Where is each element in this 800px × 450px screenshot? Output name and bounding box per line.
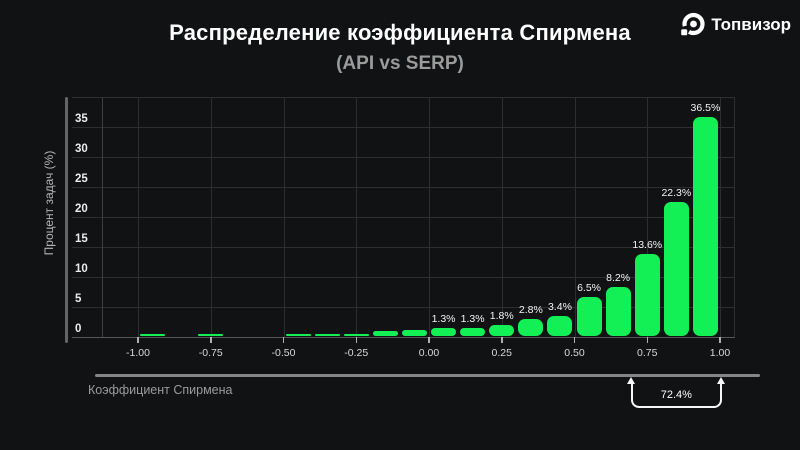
bar-value-label: 6.5%: [577, 282, 602, 294]
x-gridline: [283, 97, 285, 337]
x-gridline: [720, 97, 721, 337]
x-axis-title: Коэффициент Спирмена: [88, 383, 233, 397]
chart-title: Распределение коэффициента Спирмена: [169, 20, 631, 45]
y-gridline: [72, 247, 735, 248]
y-gridline: [72, 307, 735, 308]
x-tick-label: 0.50: [564, 347, 585, 359]
histogram-bar: [692, 117, 718, 336]
y-gridline: [72, 127, 735, 128]
x-tick-label: 0.00: [418, 347, 440, 359]
histogram-bar: [460, 328, 486, 336]
x-tick-label: -0.25: [344, 347, 369, 359]
x-tick-mark: [210, 337, 212, 343]
histogram-bar: [198, 333, 224, 336]
y-tick-label: 30: [75, 143, 88, 155]
chart-subtitle: (API vs SERP): [336, 53, 464, 74]
x-gridline: [501, 97, 503, 337]
up-arrow-icon: [627, 377, 636, 384]
histogram-bar: [634, 254, 660, 336]
histogram-bar: [140, 333, 166, 336]
y-tick-label: 25: [75, 173, 88, 185]
histogram-bar: [314, 333, 340, 336]
plot-top-border: [72, 97, 735, 98]
y-axis-line: [65, 97, 68, 343]
brand-logo: Топвизор: [680, 12, 791, 38]
plot-left-border: [102, 97, 103, 337]
annotation-bracket: 72.4%: [627, 377, 726, 408]
bar-value-label: 2.8%: [518, 304, 543, 317]
x-tick-label: -0.50: [271, 347, 296, 359]
x-tick-mark: [428, 337, 430, 343]
bar-value-label: 8.2%: [606, 271, 631, 284]
y-tick-label: 35: [75, 113, 88, 125]
x-tick-mark: [355, 337, 357, 343]
y-axis-title: Процент задач (%): [42, 150, 56, 256]
x-gridline: [647, 97, 649, 337]
x-tick-label: -0.75: [198, 347, 223, 359]
y-gridline: [72, 187, 735, 188]
x-tick-mark: [719, 337, 721, 343]
histogram-bar: [518, 319, 544, 336]
y-tick-label: 10: [75, 263, 88, 275]
bar-value-label: 3.4%: [547, 300, 572, 313]
histogram-bar: [285, 333, 311, 336]
x-gridline: [429, 97, 430, 337]
bar-value-label: 1.3%: [460, 313, 485, 326]
x-gridline: [356, 97, 358, 337]
bar-value-label: 13.6%: [632, 239, 663, 252]
histogram-bar: [431, 328, 457, 336]
histogram-bar: [489, 325, 515, 336]
histogram-bar: [401, 330, 427, 336]
x-gridline: [138, 97, 139, 337]
histogram-bar: [372, 330, 398, 336]
x-tick-label: 0.75: [637, 347, 658, 359]
x-gridline: [574, 97, 576, 337]
x-tick-mark: [137, 337, 139, 343]
x-tick-mark: [282, 337, 285, 343]
plot-area: 0 5 10 15 20 25 30 35 1.3% 1.3% 1.8% 2.8% 3.4% 6.5% 8.…: [72, 97, 735, 338]
annotation-label: 72.4%: [660, 389, 692, 401]
y-tick-label: 20: [75, 203, 88, 215]
y-gridline: [72, 277, 735, 278]
histogram-bar: [605, 286, 631, 336]
y-tick-label: 0: [75, 323, 82, 335]
brand-name: Топвизор: [711, 15, 791, 34]
x-tick-mark: [573, 337, 576, 343]
histogram-bar: [547, 315, 573, 336]
x-axis-separator-line: [95, 374, 760, 377]
topvisor-logo-icon: [681, 12, 705, 36]
x-gridline: [210, 97, 212, 337]
histogram-bar: [663, 202, 689, 336]
x-tick-label: 1.00: [709, 347, 731, 359]
plot-right-border: [734, 97, 735, 337]
bar-value-label: 36.5%: [690, 102, 721, 114]
x-tick-mark: [501, 337, 503, 343]
y-gridline: [72, 157, 735, 158]
bar-value-label: 1.3%: [431, 313, 456, 326]
y-tick-label: 15: [75, 233, 88, 245]
y-gridline: [72, 217, 735, 218]
bar-value-label: 22.3%: [661, 187, 692, 200]
bar-value-label: 1.8%: [489, 310, 514, 323]
x-tick-mark: [646, 337, 648, 343]
x-tick-label: -1.00: [126, 347, 150, 359]
histogram-bar: [343, 333, 369, 336]
histogram-bar: [576, 297, 602, 336]
up-arrow-icon: [717, 377, 726, 384]
y-tick-label: 5: [75, 293, 82, 305]
y-gridline: [72, 337, 735, 338]
x-tick-label: 0.25: [491, 347, 512, 359]
